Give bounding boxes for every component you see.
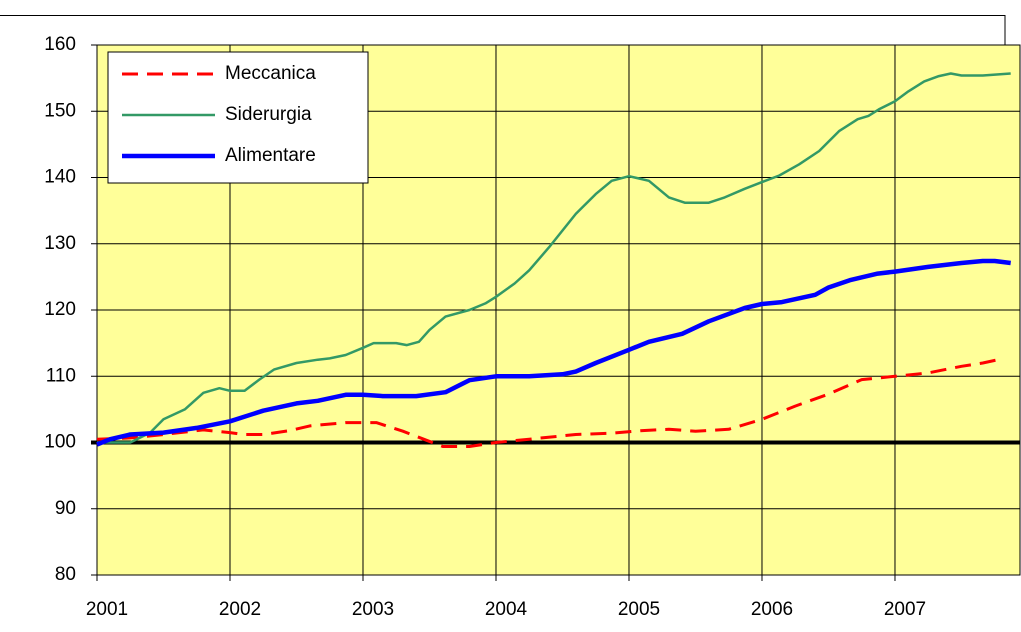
y-tick-label: 100 (44, 432, 76, 453)
line-series (96, 258, 1011, 447)
y-tick-label: 160 (44, 34, 76, 55)
x-tick-label: 2007 (884, 599, 926, 620)
x-tick-label: 2005 (618, 599, 660, 620)
y-tick-label: 140 (44, 167, 76, 188)
legend-label: Meccanica (225, 63, 316, 84)
x-tick-label: 2004 (485, 599, 528, 620)
x-tick-label: 2003 (352, 599, 394, 620)
y-tick-label: 130 (44, 233, 76, 254)
legend-label: Siderurgia (225, 104, 312, 125)
x-tick-label: 2002 (219, 599, 261, 620)
x-tick-label: 2006 (751, 599, 793, 620)
y-tick-label: 80 (55, 564, 76, 585)
y-tick-label: 110 (46, 365, 76, 386)
y-tick-label: 90 (55, 498, 76, 519)
x-tick-label: 2001 (86, 599, 128, 620)
line-series (97, 72, 1011, 444)
legend-label: Alimentare (225, 145, 316, 166)
line-series (96, 357, 1002, 448)
y-tick-label: 120 (44, 299, 76, 320)
y-tick-label: 150 (44, 100, 76, 121)
